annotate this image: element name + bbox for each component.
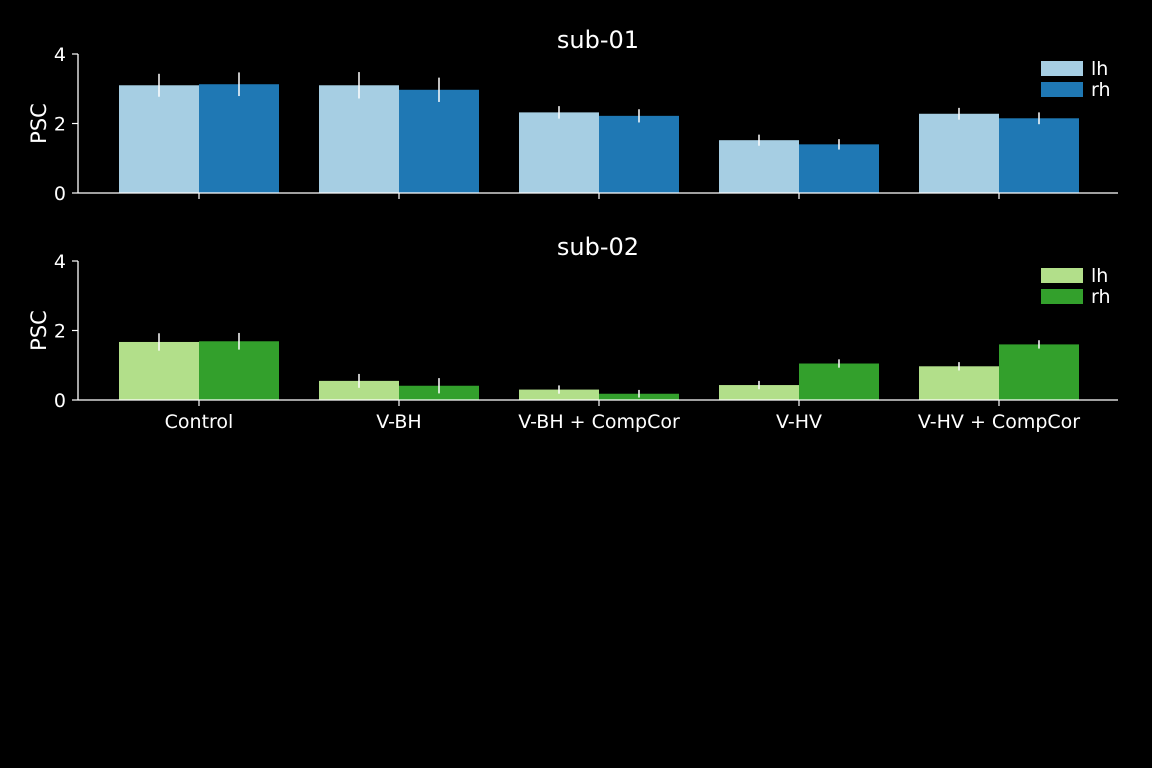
x-tick-label: Control [165,411,234,433]
legend-label-rh: rh [1091,79,1111,101]
y-axis-label: PSC [27,310,51,351]
bar-rh-3 [799,363,879,400]
bar-rh-2 [599,115,679,193]
y-tick-label: 4 [54,44,66,66]
bar-rh-0 [199,84,279,193]
bar-lh-0 [119,85,199,193]
x-tick-label: V-BH + CompCor [518,411,680,433]
bar-rh-0 [199,341,279,400]
x-tick-label: V-HV [776,411,822,433]
bar-rh-4 [999,344,1079,400]
chart-title: sub-02 [557,233,639,261]
y-tick-label: 0 [54,390,66,412]
y-tick-label: 2 [54,321,66,343]
y-axis-label: PSC [27,103,51,144]
y-tick-label: 0 [54,183,66,205]
legend-label-lh: lh [1091,265,1108,287]
bar-lh-4 [919,366,999,400]
legend-swatch-rh [1041,289,1083,304]
legend-swatch-lh [1041,268,1083,283]
x-tick-label: V-BH [376,411,421,433]
bar-lh-1 [319,380,399,400]
bar-rh-1 [399,89,479,193]
y-tick-label: 4 [54,251,66,273]
bar-rh-3 [799,144,879,193]
bar-lh-3 [719,385,799,400]
bar-lh-2 [519,112,599,193]
y-tick-label: 2 [54,114,66,136]
bar-lh-4 [919,113,999,193]
legend-swatch-rh [1041,82,1083,97]
bar-rh-4 [999,118,1079,193]
bar-lh-1 [319,85,399,193]
chart-title: sub-01 [557,26,639,54]
legend-label-rh: rh [1091,286,1111,308]
legend-swatch-lh [1041,61,1083,76]
legend-label-lh: lh [1091,58,1108,80]
bar-lh-0 [119,341,199,400]
bar-lh-2 [519,389,599,400]
x-tick-label: V-HV + CompCor [918,411,1080,433]
chart-panel-2: sub-02 PSC Control V-BH V-BH + CompCor V-HV V-… [27,233,1118,433]
bar-lh-3 [719,140,799,193]
